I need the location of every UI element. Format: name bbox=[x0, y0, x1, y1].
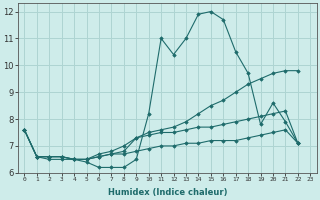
X-axis label: Humidex (Indice chaleur): Humidex (Indice chaleur) bbox=[108, 188, 227, 197]
